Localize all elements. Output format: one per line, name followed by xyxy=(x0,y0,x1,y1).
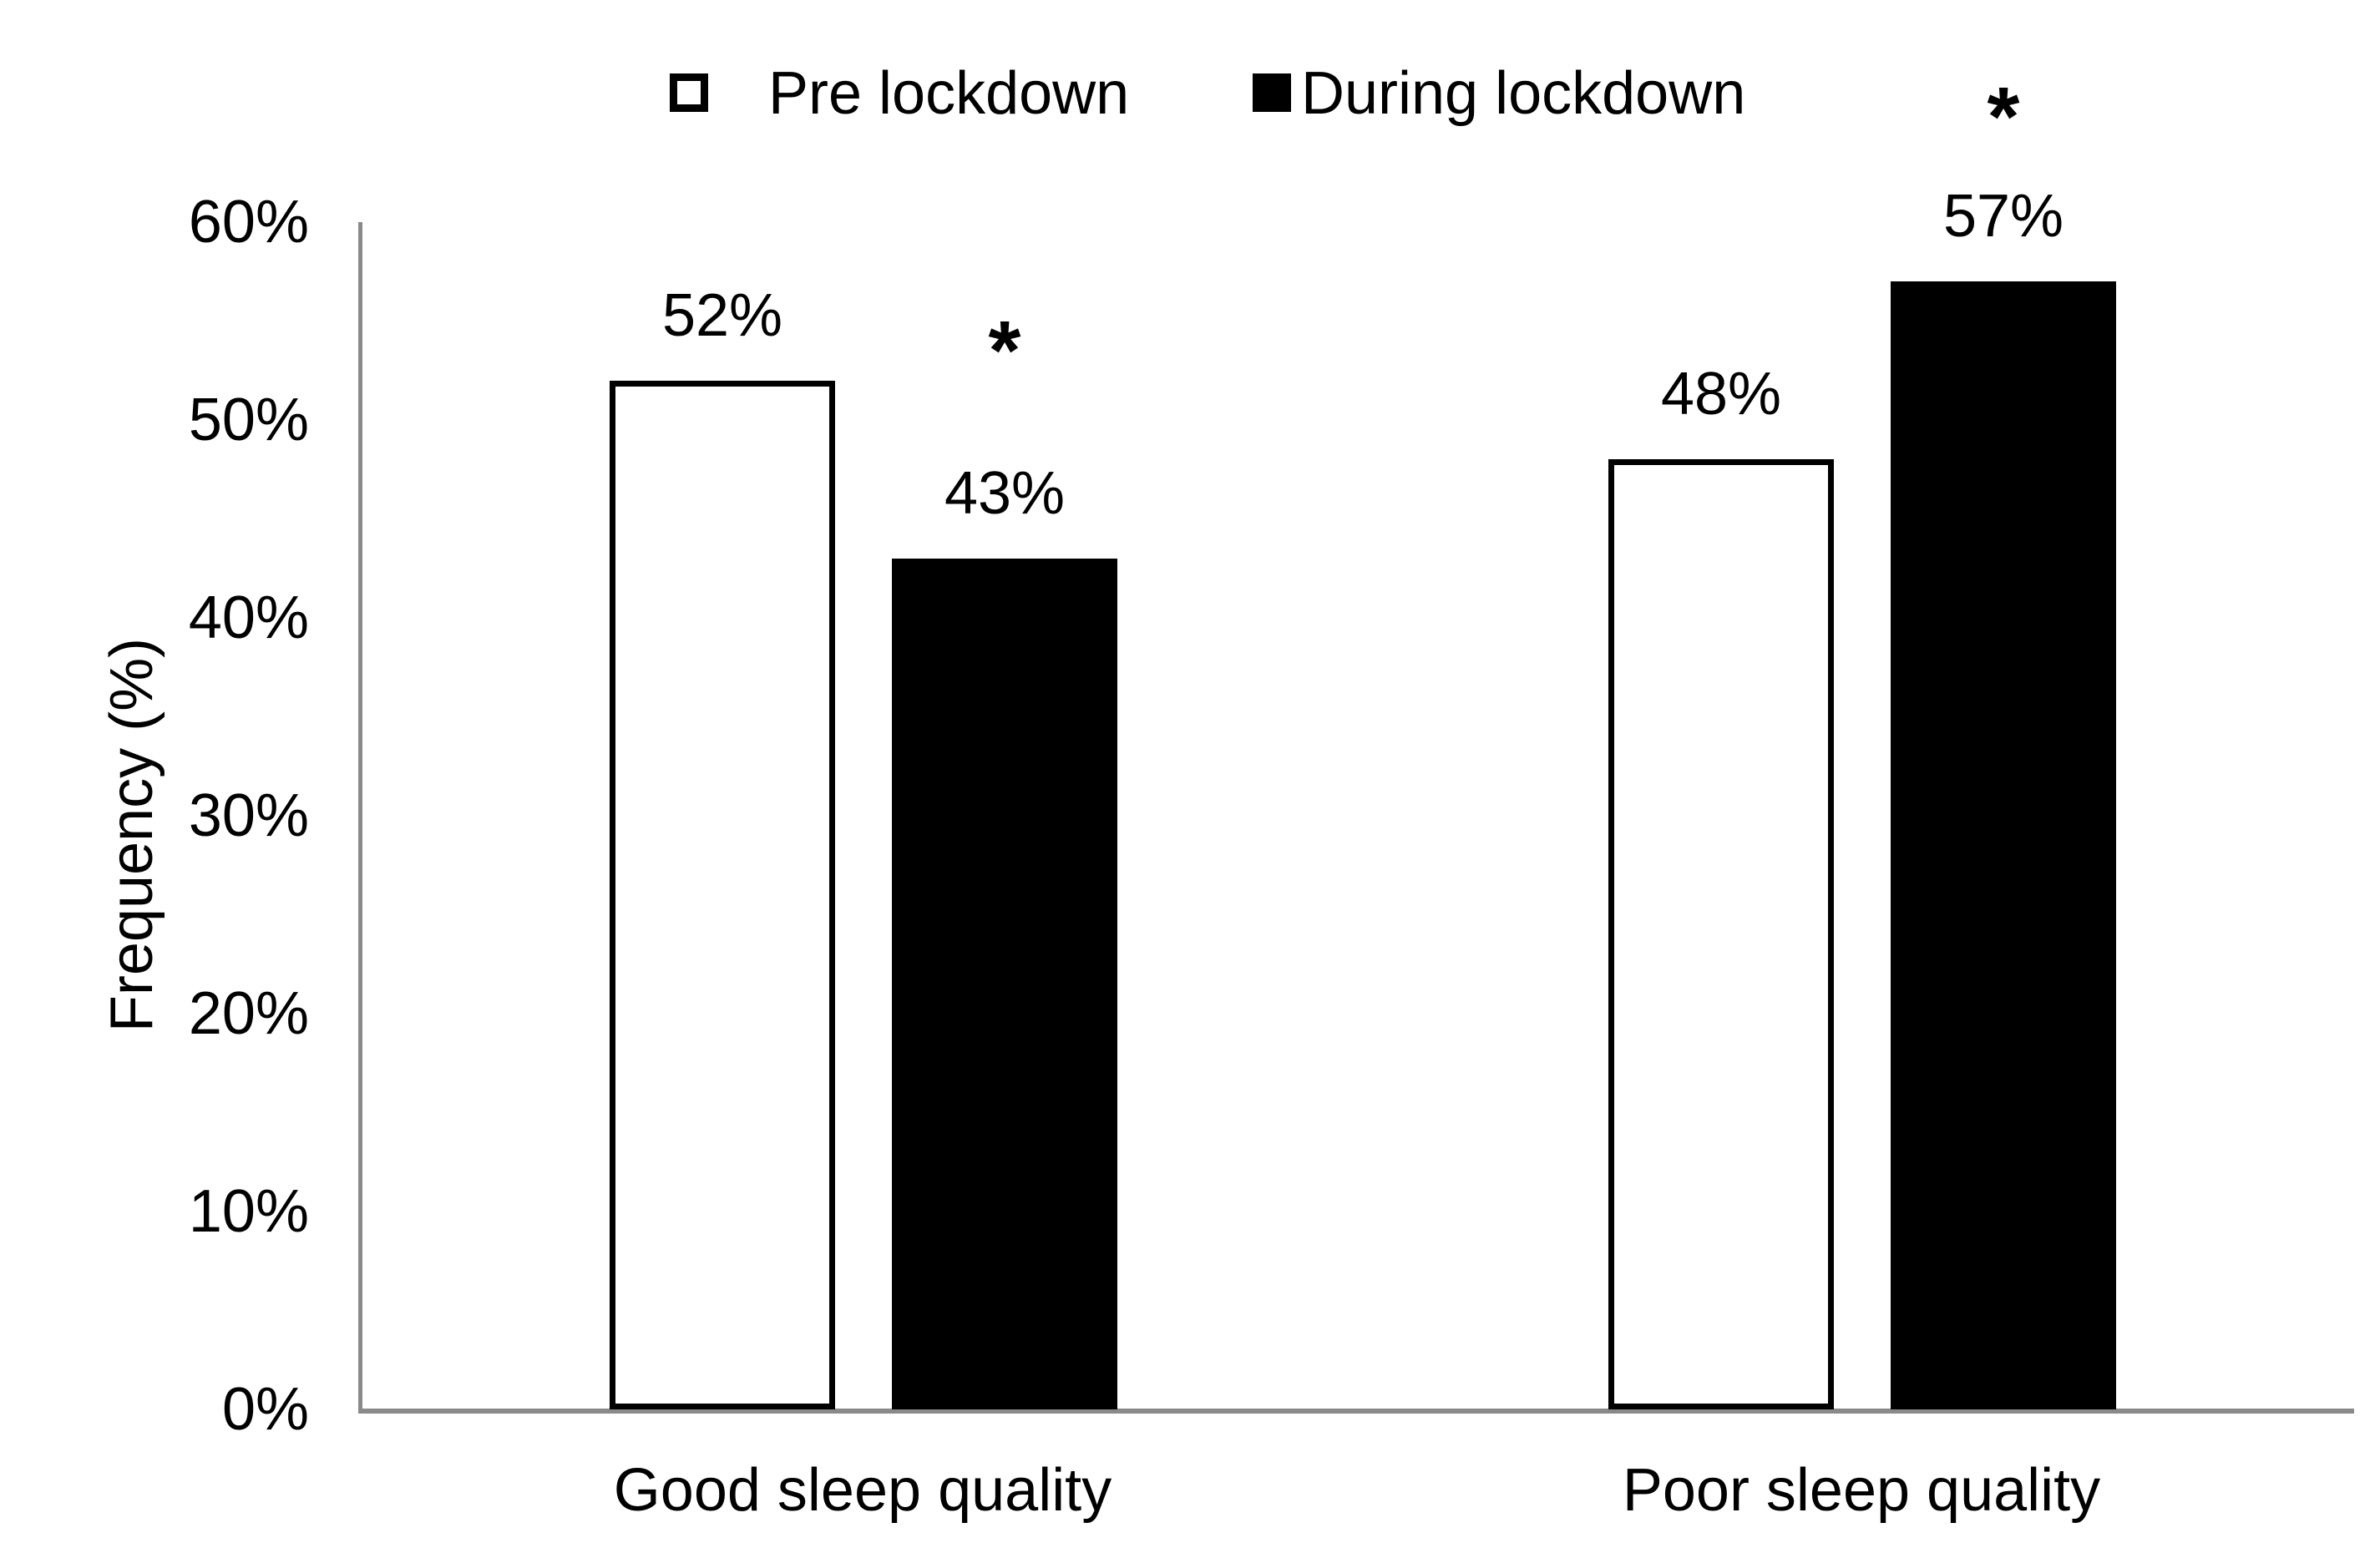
y-axis-line xyxy=(358,222,362,1411)
legend-swatch-pre-lockdown-icon xyxy=(670,73,708,112)
legend-label-pre-lockdown: Pre lockdown xyxy=(768,60,1130,127)
category-label-good-sleep-quality: Good sleep quality xyxy=(613,1457,1112,1524)
bar-during-lockdown-poor-sleep-quality xyxy=(1891,281,2116,1409)
y-tick-label-0: 0% xyxy=(221,1376,309,1443)
value-label-pre-lockdown-poor-sleep-quality: 48% xyxy=(1660,361,1782,427)
significance-asterisk-good-sleep-quality: * xyxy=(988,304,1021,397)
value-label-pre-lockdown-good-sleep-quality: 52% xyxy=(661,282,783,349)
significance-asterisk-poor-sleep-quality: * xyxy=(1987,70,2020,164)
bar-pre-lockdown-good-sleep-quality xyxy=(610,381,835,1409)
bar-pre-lockdown-poor-sleep-quality xyxy=(1608,459,1834,1409)
value-label-during-lockdown-poor-sleep-quality: 57% xyxy=(1942,183,2064,250)
y-tick-label-10: 10% xyxy=(188,1178,309,1245)
legend-label-during-lockdown: During lockdown xyxy=(1301,60,1746,127)
y-tick-label-60: 60% xyxy=(188,189,309,255)
value-label-during-lockdown-good-sleep-quality: 43% xyxy=(944,460,1066,527)
y-tick-label-30: 30% xyxy=(188,782,309,849)
y-tick-label-20: 20% xyxy=(188,980,309,1047)
y-tick-label-40: 40% xyxy=(188,584,309,651)
y-tick-label-50: 50% xyxy=(188,387,309,453)
x-axis-line xyxy=(358,1409,2354,1414)
legend-swatch-during-lockdown-icon xyxy=(1253,73,1291,112)
bar-during-lockdown-good-sleep-quality xyxy=(892,559,1117,1409)
category-label-poor-sleep-quality: Poor sleep quality xyxy=(1622,1457,2101,1524)
